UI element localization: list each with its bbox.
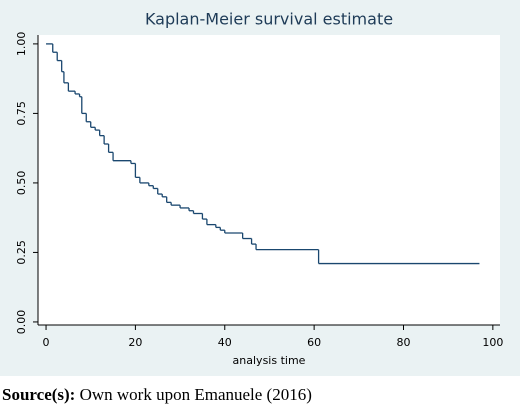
x-tick-label: 0 (43, 336, 50, 349)
chart: Kaplan-Meier survival estimate analysis … (0, 0, 520, 376)
x-tick-label: 40 (218, 336, 232, 349)
y-tick-label: 0.00 (15, 310, 28, 335)
plot-area (38, 35, 500, 325)
y-tick-label: 0.75 (15, 101, 28, 126)
x-tick-label: 100 (482, 336, 503, 349)
y-tick-label: 0.25 (15, 240, 28, 264)
caption: Source(s): Own work upon Emanuele (2016) (2, 385, 312, 405)
x-axis-label: analysis time (233, 354, 306, 367)
y-tick-label: 1.00 (15, 32, 28, 57)
x-tick-label: 80 (396, 336, 410, 349)
chart-title: Kaplan-Meier survival estimate (145, 10, 393, 29)
x-tick-label: 20 (128, 336, 142, 349)
x-tick-label: 60 (307, 336, 321, 349)
y-tick-label: 0.50 (15, 171, 28, 196)
caption-label: Source(s): (2, 385, 76, 404)
caption-text: Own work upon Emanuele (2016) (79, 385, 312, 404)
